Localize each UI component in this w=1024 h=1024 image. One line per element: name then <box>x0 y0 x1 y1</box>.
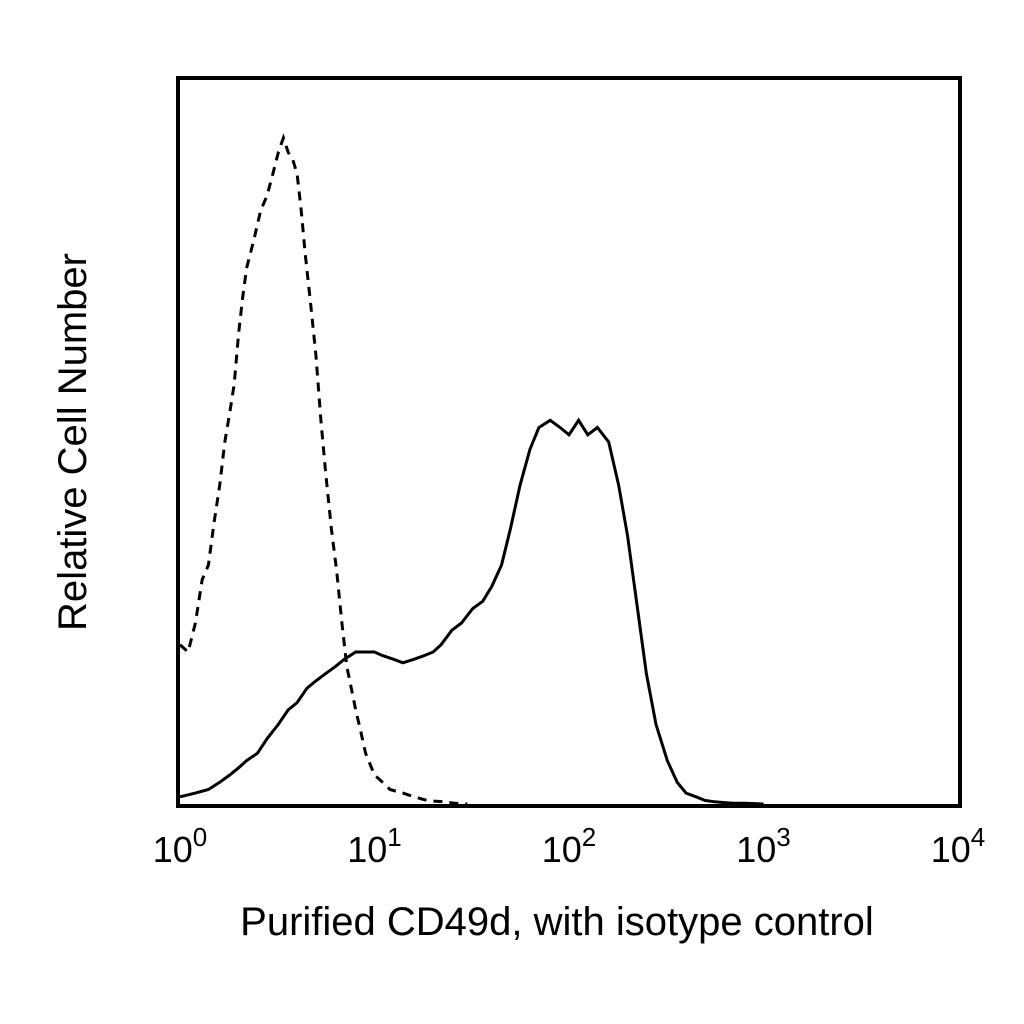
x-tick-base: 10 <box>542 829 582 870</box>
x-tick-base: 10 <box>153 829 193 870</box>
x-tick-base: 10 <box>931 829 971 870</box>
x-tick-label-1: 101 <box>347 822 402 870</box>
x-axis-ticks: 100 101 102 103 104 <box>153 822 986 870</box>
x-tick-exponent: 1 <box>387 822 401 852</box>
x-tick-label-0: 100 <box>153 822 208 870</box>
x-tick-base: 10 <box>347 829 387 870</box>
x-tick-base: 10 <box>736 829 776 870</box>
y-axis-title: Relative Cell Number <box>51 253 95 631</box>
x-tick-label-3: 103 <box>736 822 791 870</box>
x-axis-title: Purified CD49d, with isotype control <box>240 900 874 944</box>
series-line-1 <box>178 133 468 806</box>
x-tick-exponent: 4 <box>971 822 985 852</box>
x-tick-label-2: 102 <box>542 822 597 870</box>
plot-frame <box>176 76 962 808</box>
x-tick-exponent: 0 <box>193 822 207 852</box>
x-tick-exponent: 2 <box>582 822 596 852</box>
series-line-2 <box>179 417 764 806</box>
x-tick-exponent: 3 <box>776 822 790 852</box>
x-tick-label-4: 104 <box>931 822 986 870</box>
series-layer <box>178 133 764 806</box>
